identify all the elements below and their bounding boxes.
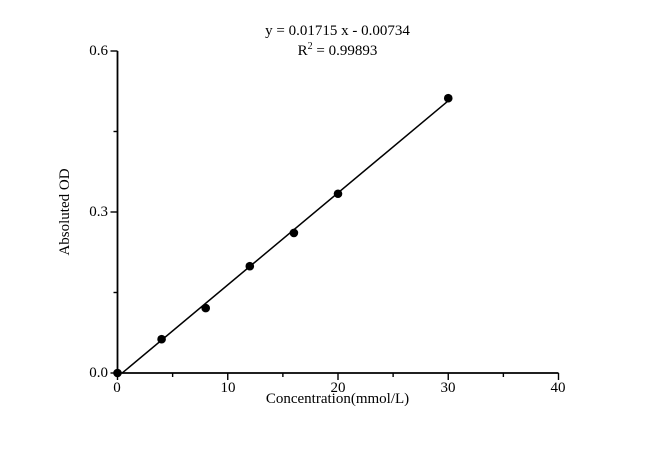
data-point <box>245 261 255 271</box>
x-tick-label: 10 <box>220 380 236 396</box>
data-point <box>289 228 299 238</box>
data-point <box>333 189 343 199</box>
data-point <box>201 303 210 313</box>
data-point <box>443 93 453 103</box>
y-tick-label: 0.6 <box>89 43 108 59</box>
r-squared-value: = 0.99893 <box>312 43 378 59</box>
x-tick-label: 0 <box>113 380 121 396</box>
y-tick-label: 0.3 <box>89 204 108 220</box>
r-squared-prefix: R <box>297 43 308 59</box>
r-squared-superscript: 2 <box>307 41 313 52</box>
data-point <box>157 334 166 344</box>
y-tick-label: 0.0 <box>89 365 108 381</box>
fit-equation-text: y = 0.01715 x - 0.00734 <box>265 23 410 39</box>
x-axis-title: Concentration(mmol/L) <box>265 391 410 407</box>
data-point <box>113 368 122 378</box>
x-tick-label: 30 <box>440 380 456 396</box>
x-tick-label: 40 <box>550 380 566 396</box>
x-tick-label: 20 <box>330 380 346 396</box>
r-squared-text: R2 = 0.99893 <box>117 42 558 60</box>
fit-line <box>121 100 449 374</box>
